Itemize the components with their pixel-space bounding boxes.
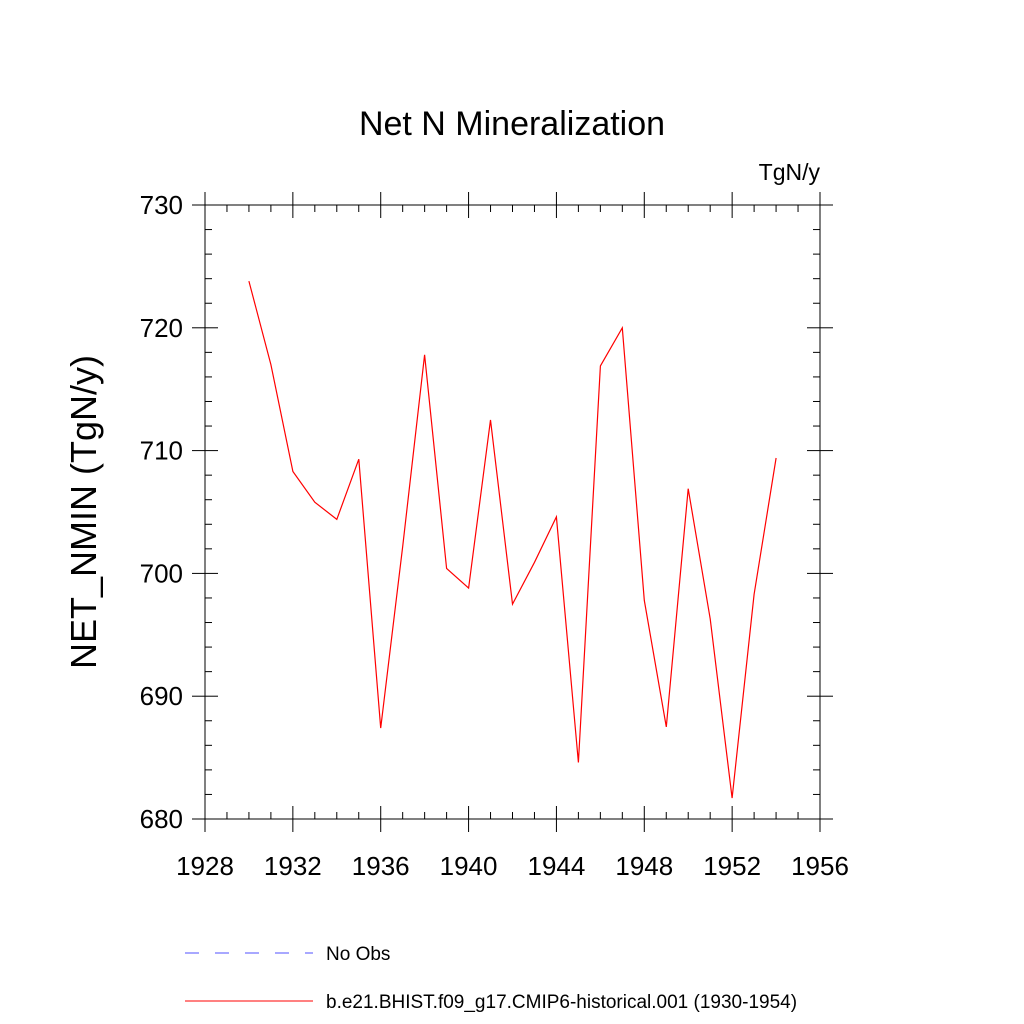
y-tick-label: 730 bbox=[140, 190, 183, 220]
chart-title: Net N Mineralization bbox=[359, 105, 665, 143]
y-tick-label: 720 bbox=[140, 313, 183, 343]
x-tick-label: 1944 bbox=[528, 851, 586, 881]
tick-labels: 1928 1932 1936 1940 1944 1948 1952 1956 680 690 70… bbox=[140, 190, 849, 881]
plot-frame bbox=[204, 204, 821, 820]
axis-ticks bbox=[192, 192, 833, 832]
y-tick-label: 710 bbox=[140, 436, 183, 466]
x-tick-label: 1932 bbox=[264, 851, 322, 881]
x-tick-label: 1928 bbox=[176, 851, 234, 881]
units-label: TgN/y bbox=[759, 159, 821, 185]
y-tick-label: 690 bbox=[140, 681, 183, 711]
x-tick-label: 1956 bbox=[791, 851, 849, 881]
x-tick-label: 1952 bbox=[703, 851, 761, 881]
legend: No Obs b.e21.BHIST.f09_g17.CMIP6-historic… bbox=[185, 944, 797, 1013]
legend-label: b.e21.BHIST.f09_g17.CMIP6-historical.001… bbox=[326, 992, 797, 1013]
y-tick-label: 680 bbox=[140, 804, 183, 834]
x-tick-label: 1936 bbox=[352, 851, 410, 881]
x-tick-label: 1948 bbox=[615, 851, 673, 881]
legend-label: No Obs bbox=[326, 944, 390, 965]
x-tick-label: 1940 bbox=[440, 851, 498, 881]
series-line bbox=[248, 280, 777, 799]
y-axis-label: NET_NMIN (TgN/y) bbox=[63, 355, 104, 669]
series-layer bbox=[248, 280, 777, 799]
y-tick-label: 700 bbox=[140, 558, 183, 588]
